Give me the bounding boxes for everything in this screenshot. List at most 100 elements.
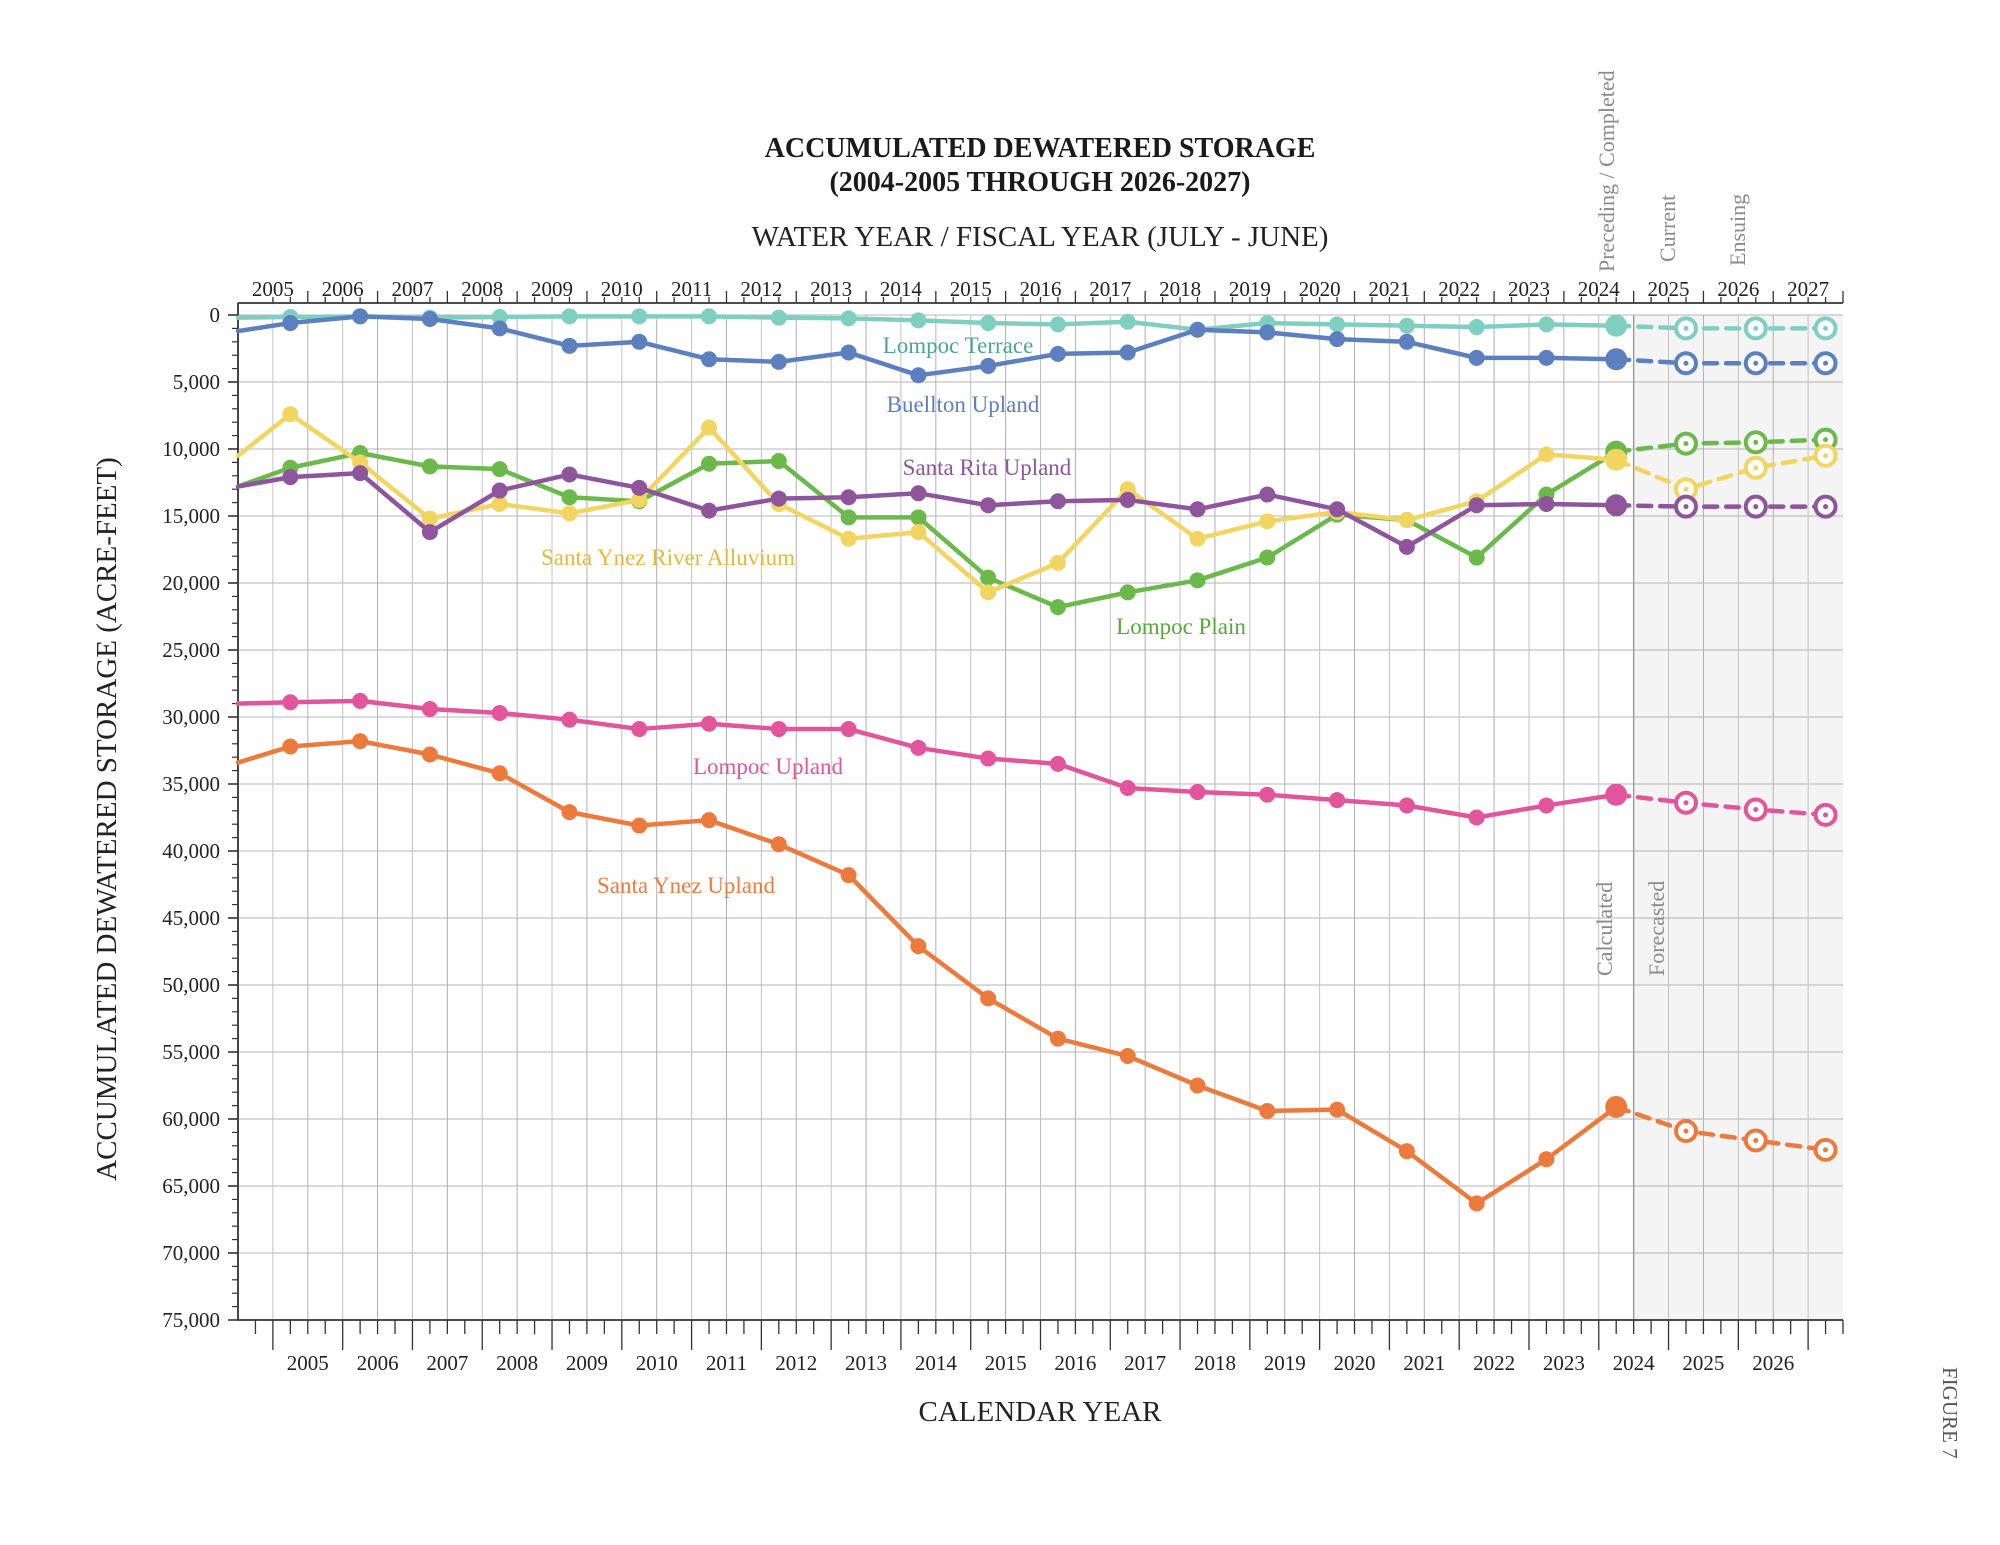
- data-point: [631, 817, 648, 834]
- y-tick-label: 75,000: [162, 1308, 220, 1332]
- series-label-buellton-upland: Buellton Upland: [887, 392, 1040, 417]
- calendar-year-label: 2011: [706, 1351, 747, 1375]
- data-point: [910, 739, 927, 756]
- data-point: [1049, 345, 1066, 362]
- data-point: [840, 530, 857, 547]
- water-year-label: 2012: [740, 277, 782, 301]
- forecast-point-center: [1753, 465, 1759, 471]
- water-year-label: 2006: [322, 277, 364, 301]
- calendar-year-label: 2021: [1403, 1351, 1445, 1375]
- data-point: [1259, 786, 1276, 803]
- y-tick-label: 55,000: [162, 1040, 220, 1064]
- series-lompoc-upland: [235, 692, 1838, 827]
- water-year-label: 2021: [1368, 277, 1410, 301]
- y-tick-label: 15,000: [162, 504, 220, 528]
- calendar-year-label: 2023: [1543, 1351, 1585, 1375]
- data-point: [840, 310, 857, 327]
- data-point: [421, 458, 438, 475]
- data-point: [561, 308, 578, 325]
- period-label-current: Current: [1655, 195, 1680, 262]
- chart-subtitle: (2004-2005 THROUGH 2026-2027): [829, 167, 1250, 198]
- data-point: [770, 353, 787, 370]
- series-lompoc-terrace: [235, 308, 1838, 341]
- series-label-santa-ynez-upland: Santa Ynez Upland: [597, 873, 775, 898]
- data-point: [910, 485, 927, 502]
- data-point: [980, 584, 997, 601]
- data-point: [770, 490, 787, 507]
- series-label-lompoc-terrace: Lompoc Terrace: [883, 333, 1034, 358]
- data-point: [910, 524, 927, 541]
- series-label-lompoc-upland: Lompoc Upland: [693, 754, 844, 779]
- y-tick-label: 60,000: [162, 1107, 220, 1131]
- y-tick-label: 30,000: [162, 705, 220, 729]
- y-tick-label: 40,000: [162, 839, 220, 863]
- data-point: [1468, 349, 1485, 366]
- data-point: [1119, 344, 1136, 361]
- data-point: [421, 746, 438, 763]
- data-point: [840, 344, 857, 361]
- data-point: [980, 990, 997, 1007]
- data-point: [770, 836, 787, 853]
- data-point: [491, 320, 508, 337]
- data-point: [980, 750, 997, 767]
- data-point: [352, 308, 369, 325]
- y-tick-label: 20,000: [162, 571, 220, 595]
- forecast-point-center: [1823, 1147, 1829, 1153]
- forecast-point-center: [1823, 437, 1829, 443]
- data-point: [282, 469, 299, 486]
- forecast-point-center: [1753, 439, 1759, 445]
- data-point: [421, 311, 438, 328]
- series-label-lompoc-plain: Lompoc Plain: [1116, 614, 1246, 639]
- y-tick-labels: 0 5,000 10,000 15,000 20,000 25,000 30,000 35,0…: [162, 303, 220, 1332]
- data-point: [1538, 316, 1555, 333]
- forecast-line: [1613, 1104, 1828, 1153]
- data-point: [910, 312, 927, 329]
- forecast-point-center: [1683, 486, 1689, 492]
- data-point: [1119, 491, 1136, 508]
- series-lines: [235, 308, 1838, 1212]
- forecast-line: [1613, 503, 1828, 509]
- calendar-year-label: 2015: [985, 1351, 1027, 1375]
- data-point: [282, 315, 299, 332]
- water-year-label: 2027: [1787, 277, 1829, 301]
- water-year-label: 2010: [601, 277, 643, 301]
- data-point: [352, 733, 369, 750]
- data-point: [1398, 512, 1415, 529]
- forecast-line: [1613, 792, 1828, 818]
- forecast-point-center: [1823, 325, 1829, 331]
- series-label-santa-rita-upland: Santa Rita Upland: [903, 455, 1072, 480]
- period-label-forecasted: Forecasted: [1644, 881, 1669, 976]
- data-point: [910, 509, 927, 526]
- water-year-label: 2025: [1648, 277, 1690, 301]
- water-year-label: 2015: [950, 277, 992, 301]
- data-point: [1329, 316, 1346, 333]
- water-year-label: 2013: [810, 277, 852, 301]
- data-point: [840, 509, 857, 526]
- data-point: [701, 812, 718, 829]
- axes: [228, 291, 1844, 1350]
- water-year-label: 2014: [880, 277, 923, 301]
- forecast-point-center: [1753, 504, 1759, 510]
- calendar-year-label: 2016: [1054, 1351, 1096, 1375]
- data-point: [561, 505, 578, 522]
- data-point: [1119, 780, 1136, 797]
- water-year-label: 2018: [1159, 277, 1201, 301]
- data-point: [282, 406, 299, 423]
- data-point: [491, 309, 508, 326]
- water-year-label: 2008: [461, 277, 503, 301]
- data-point: [701, 308, 718, 325]
- figure-label: FIGURE 7: [1938, 1367, 1962, 1459]
- forecast-line: [1613, 453, 1828, 492]
- forecast-line: [1613, 437, 1828, 454]
- series-santa-rita-upland: [235, 465, 1838, 555]
- data-point: [770, 309, 787, 326]
- data-point: [1189, 501, 1206, 518]
- data-point: [1259, 1102, 1276, 1119]
- y-tick-label: 50,000: [162, 973, 220, 997]
- calendar-year-label: 2009: [566, 1351, 608, 1375]
- data-point: [701, 715, 718, 732]
- data-point: [282, 694, 299, 711]
- data-point: [631, 308, 648, 325]
- data-point: [1398, 317, 1415, 334]
